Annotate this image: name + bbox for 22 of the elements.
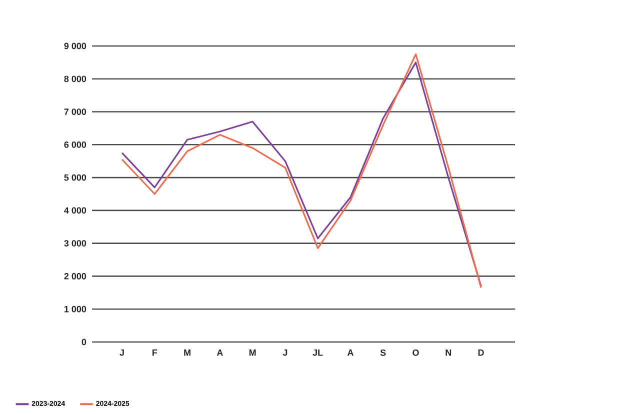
y-tick-label: 2 000 [64, 273, 86, 280]
x-tick-label: N [446, 350, 452, 356]
y-tick-label: 8 000 [64, 76, 86, 82]
x-tick-label: S [380, 350, 386, 356]
x-tick-label: A [216, 350, 223, 356]
y-tick-label: 1 000 [64, 306, 86, 312]
y-tick-label: 9 000 [64, 42, 86, 50]
x-tick-label: J [120, 350, 124, 356]
x-tick-label: F [152, 350, 158, 356]
y-tick-label: 3 000 [64, 240, 86, 247]
y-tick-label: 5 000 [64, 174, 86, 181]
y-tick-label: 6 000 [64, 141, 86, 148]
x-tick-label: D [478, 350, 484, 356]
x-tick-label: M [184, 350, 190, 356]
x-tick-label: O [412, 350, 419, 356]
x-tick-label: JL [312, 350, 323, 356]
y-tick-label: 4 000 [64, 207, 86, 214]
y-tick-label: 7 000 [64, 108, 86, 115]
x-tick-label: M [249, 350, 256, 356]
x-tick-label: A [347, 350, 354, 356]
x-tick-label: J [282, 350, 288, 356]
y-tick-label: 0 [82, 338, 86, 346]
